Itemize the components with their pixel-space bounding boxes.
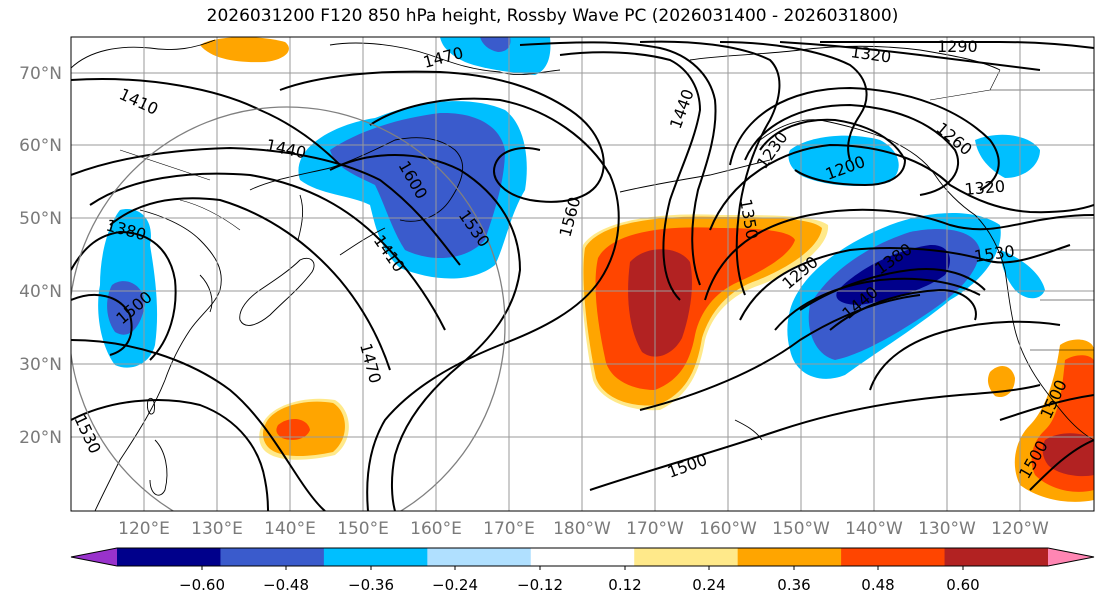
colorbar-tick-label: −0.48	[263, 576, 309, 594]
lat-label-40n: 40°N	[19, 282, 62, 302]
neg-anomaly-canada	[975, 134, 1040, 178]
neg-anomaly-arctic-core	[480, 37, 511, 52]
neg-anomaly-ne-pacific-core	[836, 244, 950, 305]
colorbar-segment	[117, 548, 221, 566]
pos-anomaly-baja	[987, 366, 1015, 398]
colorbar-tick-label: 0.48	[861, 576, 894, 594]
lon-label: 140°E	[264, 519, 316, 539]
colorbar-segment	[323, 548, 428, 566]
pos-anomaly-central-pacific-core	[628, 249, 693, 357]
colorbar-extend-high	[1048, 548, 1094, 566]
lon-label: 120°E	[118, 519, 170, 539]
lon-label: 170°E	[483, 519, 535, 539]
contour-label: 1290	[937, 37, 978, 56]
colorbar	[70, 547, 1095, 570]
colorbar-segment	[841, 548, 946, 566]
latitude-axis: 70°N 60°N 50°N 40°N 30°N 20°N	[19, 64, 62, 448]
lat-label-50n: 50°N	[19, 209, 62, 229]
colorbar-tick-label: 0.12	[608, 576, 641, 594]
range-circle	[71, 106, 506, 511]
contour-label: 1320	[964, 177, 1006, 199]
lon-label: 150°W	[772, 519, 830, 539]
lon-label: 160°E	[410, 519, 462, 539]
pos-anomaly-arctic	[200, 37, 289, 63]
lon-label: 170°W	[626, 519, 684, 539]
lon-label: 160°W	[699, 519, 757, 539]
height-contours	[71, 40, 1094, 511]
colorbar-tick-labels: −0.60 −0.48 −0.36 −0.24 −0.12 0.12 0.24 …	[179, 576, 980, 594]
map-plot-area: 1290 1320 1470 1410 1440 1600 1530 1560 …	[71, 37, 1094, 511]
colorbar-segment	[427, 548, 532, 566]
colorbar-outline	[70, 547, 1095, 567]
colorbar-extend-low	[71, 548, 117, 566]
neg-anomaly-kamchatka-core	[330, 112, 505, 259]
colorbar-tick-label: −0.12	[517, 576, 563, 594]
colorbar-tick-label: −0.60	[179, 576, 225, 594]
map-frame	[70, 36, 1095, 512]
colorbar-segment	[220, 548, 325, 566]
colorbar-segment	[530, 548, 635, 566]
map-title: 2026031200 F120 850 hPa height, Rossby W…	[206, 6, 899, 26]
gridlines	[71, 37, 1094, 511]
lon-label: 140°W	[845, 519, 903, 539]
colorbar-tick-label: 0.36	[777, 576, 810, 594]
colorbar-segment	[944, 548, 1049, 566]
colorbar-segment	[634, 548, 739, 566]
lat-label-20n: 20°N	[19, 428, 62, 448]
lon-label: 130°E	[191, 519, 243, 539]
lat-label-70n: 70°N	[19, 64, 62, 84]
longitude-axis: 120°E 130°E 140°E 150°E 160°E 170°E 180°…	[118, 519, 1049, 539]
lon-label: 150°E	[337, 519, 389, 539]
pos-anomaly-w-subtropics-core	[276, 418, 310, 440]
colorbar-segment	[737, 548, 842, 566]
lon-label: 180°W	[553, 519, 611, 539]
colorbar-tick-label: −0.24	[432, 576, 478, 594]
country-borders	[119, 69, 1094, 351]
lon-label: 130°W	[918, 519, 976, 539]
neg-anomaly-arctic	[440, 37, 551, 75]
colorbar-tick-label: −0.36	[348, 576, 394, 594]
lat-label-60n: 60°N	[19, 136, 62, 156]
colorbar-tick-label: 0.24	[692, 576, 725, 594]
colorbar-tick-label: 0.60	[946, 576, 979, 594]
lat-label-30n: 30°N	[19, 355, 62, 375]
lon-label: 120°W	[991, 519, 1049, 539]
